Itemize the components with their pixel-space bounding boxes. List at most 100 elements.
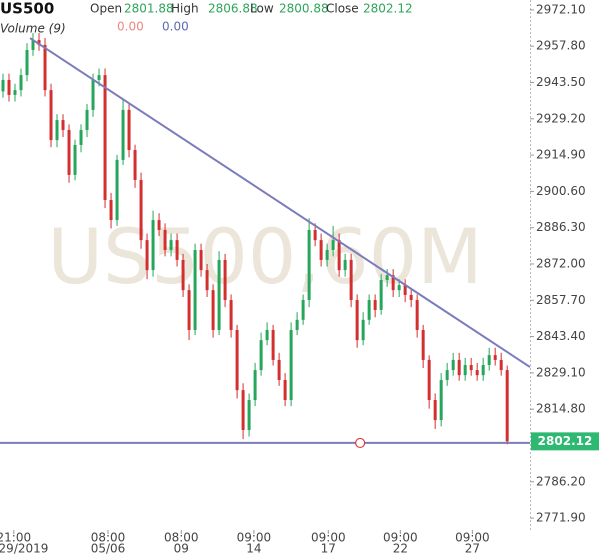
candle-body — [499, 359, 503, 371]
y-tick-label: 2943.50 — [536, 75, 586, 89]
candle-body — [349, 259, 353, 301]
candle-body — [313, 229, 317, 241]
x-tick-date: 14 — [246, 542, 261, 556]
candle-body — [397, 285, 401, 291]
candle-body — [247, 400, 251, 430]
candle-body — [19, 75, 23, 91]
candle-body — [67, 129, 71, 175]
candle-body — [409, 294, 413, 301]
candle-body — [223, 259, 227, 301]
quote-label: Low — [250, 2, 274, 16]
candle-body — [229, 300, 233, 330]
candle-body — [385, 275, 389, 280]
x-tick-label: 21:00 — [0, 531, 31, 545]
candle-body — [421, 329, 425, 360]
candle-body — [343, 259, 347, 271]
candle-body — [469, 365, 473, 371]
candle-body — [121, 109, 125, 160]
candle-body — [259, 340, 263, 371]
y-tick-label: 2843.40 — [536, 329, 586, 343]
candle-body — [445, 370, 449, 380]
candle-body — [505, 370, 509, 442]
candle-body — [49, 90, 53, 141]
indicator-value: 0.00 — [117, 20, 144, 34]
candle-body — [115, 159, 119, 221]
y-tick-label: 2872.00 — [536, 256, 586, 270]
candle-body — [145, 240, 149, 271]
candle-body — [463, 365, 467, 376]
candle-body — [211, 290, 215, 330]
candle-body — [307, 229, 311, 301]
x-tick-date: 27 — [465, 542, 480, 556]
candle-body — [163, 229, 167, 251]
candle-body — [205, 270, 209, 291]
y-tick-label: 2786.20 — [536, 474, 586, 488]
y-tick-label: 2929.20 — [536, 111, 586, 125]
candle-body — [271, 329, 275, 360]
candle-body — [85, 109, 89, 130]
y-tick-label: 2886.30 — [536, 220, 586, 234]
candle-body — [493, 355, 497, 360]
candle-body — [301, 300, 305, 320]
candle-body — [439, 379, 443, 421]
candle-body — [199, 250, 203, 271]
candle-body — [457, 359, 461, 376]
candle-body — [253, 370, 257, 401]
candle-body — [403, 285, 407, 295]
candle-body — [277, 359, 281, 380]
candle-body — [217, 259, 221, 330]
candle-body — [79, 129, 83, 145]
candle-body — [361, 319, 365, 341]
y-tick-label: 2857.70 — [536, 293, 586, 307]
y-tick-label: 2914.90 — [536, 148, 586, 162]
candle-body — [475, 370, 479, 376]
candle-body — [487, 355, 491, 366]
y-tick-label: 2900.60 — [536, 184, 586, 198]
candle-body — [235, 329, 239, 391]
candle-body — [451, 359, 455, 371]
x-tick-label: 09:00 — [311, 531, 346, 545]
x-tick-label: 09:00 — [237, 531, 272, 545]
trend-line — [29, 37, 531, 368]
candle-body — [379, 279, 383, 310]
candle-body — [265, 329, 269, 341]
candle-body — [25, 50, 29, 76]
candle-body — [43, 44, 47, 91]
quote-value: 2806.88 — [208, 2, 258, 16]
candle-body — [427, 359, 431, 401]
quote-label: Close — [326, 2, 359, 16]
x-tick-date: 05/06 — [91, 542, 126, 556]
candle-body — [133, 150, 137, 180]
candle-body — [283, 379, 287, 401]
x-tick-label: 08:00 — [164, 531, 199, 545]
quote-label: Open — [90, 2, 122, 16]
last-price-box — [531, 432, 599, 451]
candle-body — [391, 275, 395, 291]
candle-body — [61, 120, 65, 130]
x-tick-date: 09 — [174, 542, 189, 556]
x-tick-date: 17 — [321, 542, 336, 556]
candle-body — [31, 40, 35, 51]
x-tick-label: 09:00 — [383, 531, 418, 545]
y-tick-label: 2972.10 — [536, 2, 586, 16]
candle-body — [1, 79, 5, 92]
candle-body — [355, 300, 359, 341]
marker — [355, 437, 366, 449]
quote-value: 2802.12 — [363, 2, 413, 16]
candle-body — [97, 75, 101, 80]
candle-body — [91, 79, 95, 110]
quote-label: High — [171, 2, 199, 16]
candle-body — [175, 240, 179, 260]
candle-body — [139, 179, 143, 241]
candle-body — [337, 240, 341, 271]
watermark: US500,60M — [47, 212, 482, 301]
candle-body — [295, 319, 299, 330]
candle-body — [193, 250, 197, 330]
candle-body — [55, 120, 59, 141]
x-tick-label: 09:00 — [455, 531, 490, 545]
candle-body — [415, 300, 419, 330]
candle-body — [481, 365, 485, 376]
candle-body — [157, 220, 161, 230]
candle-body — [433, 400, 437, 421]
